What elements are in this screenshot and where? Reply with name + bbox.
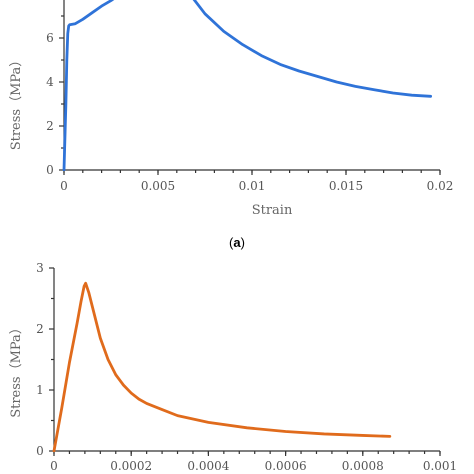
x-tick-label: 0.005 — [141, 179, 175, 193]
x-tick-label: 0.0006 — [265, 459, 307, 473]
y-tick-label: 0 — [36, 444, 44, 458]
y-tick-label: 1 — [36, 383, 44, 397]
y-tick-label: 2 — [36, 322, 44, 336]
chart-panel-b: 0 1 2 3 0 0.0002 0.0004 0.0006 0.0008 0.001 Stress… — [9, 261, 457, 473]
x-tick-label: 0.0004 — [187, 459, 229, 473]
x-tick-label: 0.001 — [423, 459, 457, 473]
y-tick-label: 4 — [46, 75, 54, 89]
x-tick-label: 0.0002 — [110, 459, 152, 473]
panel-label-a: (a) — [229, 235, 245, 250]
chart-panel-a: 0 2 4 6 0 0.005 0.01 0.015 0.02 Stress（MPa） Strain — [9, 0, 453, 218]
y-tick-label: 6 — [46, 31, 54, 45]
y-axis-title: Stress（MPa） — [9, 54, 24, 151]
x-tick-label: 0.015 — [329, 179, 363, 193]
x-tick-label: 0.02 — [427, 179, 454, 193]
panel-label-close: ) — [241, 235, 245, 250]
series-line — [62, 0, 432, 171]
panel-label-letter: a — [233, 235, 241, 250]
x-tick-label: 0 — [60, 179, 68, 193]
y-tick-label: 2 — [46, 119, 54, 133]
y-tick-label: 3 — [36, 261, 44, 275]
x-axis-title: Strain — [252, 203, 293, 218]
x-tick-label: 0 — [50, 459, 58, 473]
y-tick-label: 0 — [46, 163, 54, 177]
x-tick-label: 0.0008 — [342, 459, 384, 473]
x-tick-label: 0.01 — [239, 179, 266, 193]
series-line — [52, 281, 392, 452]
svg-text:(a): (a) — [229, 235, 245, 250]
y-axis-title: Stress（MPa） — [9, 321, 24, 418]
panel-label-open: ( — [229, 235, 234, 250]
